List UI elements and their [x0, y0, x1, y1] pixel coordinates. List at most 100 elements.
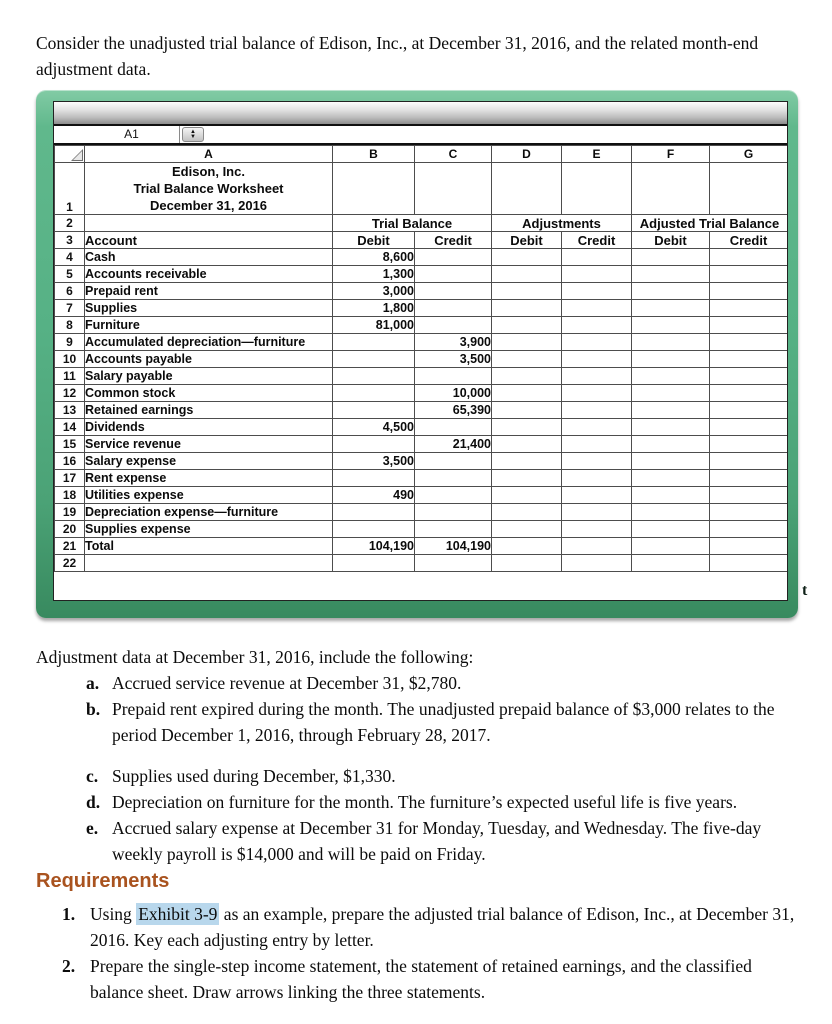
value-cell[interactable]: [491, 520, 562, 538]
value-cell[interactable]: [414, 452, 492, 470]
column-header-b[interactable]: B: [332, 145, 415, 163]
account-cell[interactable]: Accounts payable: [84, 350, 333, 368]
account-cell[interactable]: Common stock: [84, 384, 333, 402]
account-cell[interactable]: Depreciation expense—furniture: [84, 503, 333, 521]
value-cell[interactable]: [561, 350, 632, 368]
value-cell[interactable]: [561, 469, 632, 487]
value-cell[interactable]: [709, 520, 787, 538]
row-number-cell[interactable]: 21: [54, 537, 85, 555]
value-cell[interactable]: [491, 316, 562, 334]
value-cell[interactable]: [631, 435, 710, 453]
value-cell[interactable]: [631, 469, 710, 487]
value-cell[interactable]: 3,500: [414, 350, 492, 368]
value-cell[interactable]: [561, 486, 632, 504]
value-cell[interactable]: [631, 282, 710, 300]
value-cell[interactable]: [414, 418, 492, 436]
account-cell[interactable]: Salary payable: [84, 367, 333, 385]
account-cell[interactable]: Cash: [84, 248, 333, 266]
row-number-cell[interactable]: 8: [54, 316, 85, 334]
row-number-cell[interactable]: 13: [54, 401, 85, 419]
row-number-cell[interactable]: 17: [54, 469, 85, 487]
value-cell[interactable]: 10,000: [414, 384, 492, 402]
value-cell[interactable]: [561, 418, 632, 436]
value-cell[interactable]: [631, 248, 710, 266]
row-number-cell[interactable]: 7: [54, 299, 85, 317]
debit-header-cell[interactable]: Debit: [631, 231, 710, 249]
value-cell[interactable]: [631, 486, 710, 504]
column-header-f[interactable]: F: [631, 145, 710, 163]
debit-header-cell[interactable]: Debit: [332, 231, 415, 249]
value-cell[interactable]: [631, 537, 710, 555]
value-cell[interactable]: [709, 350, 787, 368]
empty-cell[interactable]: [332, 162, 415, 215]
value-cell[interactable]: [491, 554, 562, 572]
value-cell[interactable]: [414, 282, 492, 300]
account-cell[interactable]: Supplies: [84, 299, 333, 317]
value-cell[interactable]: [561, 265, 632, 283]
value-cell[interactable]: [709, 435, 787, 453]
value-cell[interactable]: [709, 316, 787, 334]
value-cell[interactable]: 1,300: [332, 265, 415, 283]
credit-header-cell[interactable]: Credit: [561, 231, 632, 249]
value-cell[interactable]: [491, 486, 562, 504]
value-cell[interactable]: [561, 333, 632, 351]
value-cell[interactable]: [414, 520, 492, 538]
account-cell[interactable]: Accumulated depreciation—furniture: [84, 333, 333, 351]
value-cell[interactable]: [414, 503, 492, 521]
row-number-cell[interactable]: 1: [54, 162, 85, 215]
account-cell[interactable]: Accounts receivable: [84, 265, 333, 283]
value-cell[interactable]: [631, 554, 710, 572]
row-number-cell[interactable]: 10: [54, 350, 85, 368]
value-cell[interactable]: [491, 469, 562, 487]
empty-cell[interactable]: [561, 162, 632, 215]
value-cell[interactable]: [491, 452, 562, 470]
row-number-cell[interactable]: 19: [54, 503, 85, 521]
value-cell[interactable]: [631, 316, 710, 334]
column-header-e[interactable]: E: [561, 145, 632, 163]
row-number-cell[interactable]: 4: [54, 248, 85, 266]
value-cell[interactable]: 3,500: [332, 452, 415, 470]
row-number-cell[interactable]: 11: [54, 367, 85, 385]
value-cell[interactable]: [491, 299, 562, 317]
value-cell[interactable]: [561, 248, 632, 266]
value-cell[interactable]: [631, 367, 710, 385]
exhibit-link[interactable]: Exhibit 3-9: [136, 903, 220, 925]
value-cell[interactable]: [631, 401, 710, 419]
value-cell[interactable]: [709, 469, 787, 487]
credit-header-cell[interactable]: Credit: [709, 231, 787, 249]
worksheet-title-cell[interactable]: Edison, Inc. Trial Balance Worksheet Dec…: [84, 162, 333, 215]
row-number-cell[interactable]: 9: [54, 333, 85, 351]
value-cell[interactable]: [709, 418, 787, 436]
value-cell[interactable]: [332, 333, 415, 351]
value-cell[interactable]: [491, 350, 562, 368]
value-cell[interactable]: [631, 452, 710, 470]
row-number-cell[interactable]: 20: [54, 520, 85, 538]
value-cell[interactable]: [491, 401, 562, 419]
value-cell[interactable]: [631, 418, 710, 436]
value-cell[interactable]: [414, 316, 492, 334]
value-cell[interactable]: [491, 248, 562, 266]
value-cell[interactable]: [709, 537, 787, 555]
value-cell[interactable]: [561, 316, 632, 334]
value-cell[interactable]: [561, 384, 632, 402]
value-cell[interactable]: [709, 503, 787, 521]
value-cell[interactable]: 81,000: [332, 316, 415, 334]
row-number-cell[interactable]: 15: [54, 435, 85, 453]
column-header-d[interactable]: D: [491, 145, 562, 163]
row-number-cell[interactable]: 14: [54, 418, 85, 436]
value-cell[interactable]: 8,600: [332, 248, 415, 266]
group-header-adjusted-trial-balance[interactable]: Adjusted Trial Balance: [631, 214, 787, 232]
value-cell[interactable]: [561, 367, 632, 385]
value-cell[interactable]: [491, 503, 562, 521]
account-cell[interactable]: Furniture: [84, 316, 333, 334]
value-cell[interactable]: [709, 401, 787, 419]
value-cell[interactable]: [709, 299, 787, 317]
value-cell[interactable]: [332, 554, 415, 572]
row-number-cell[interactable]: 2: [54, 214, 85, 232]
value-cell[interactable]: 21,400: [414, 435, 492, 453]
value-cell[interactable]: [709, 452, 787, 470]
cell-name-box[interactable]: A1: [54, 126, 180, 143]
empty-cell[interactable]: [414, 162, 492, 215]
value-cell[interactable]: [561, 299, 632, 317]
account-cell[interactable]: Service revenue: [84, 435, 333, 453]
